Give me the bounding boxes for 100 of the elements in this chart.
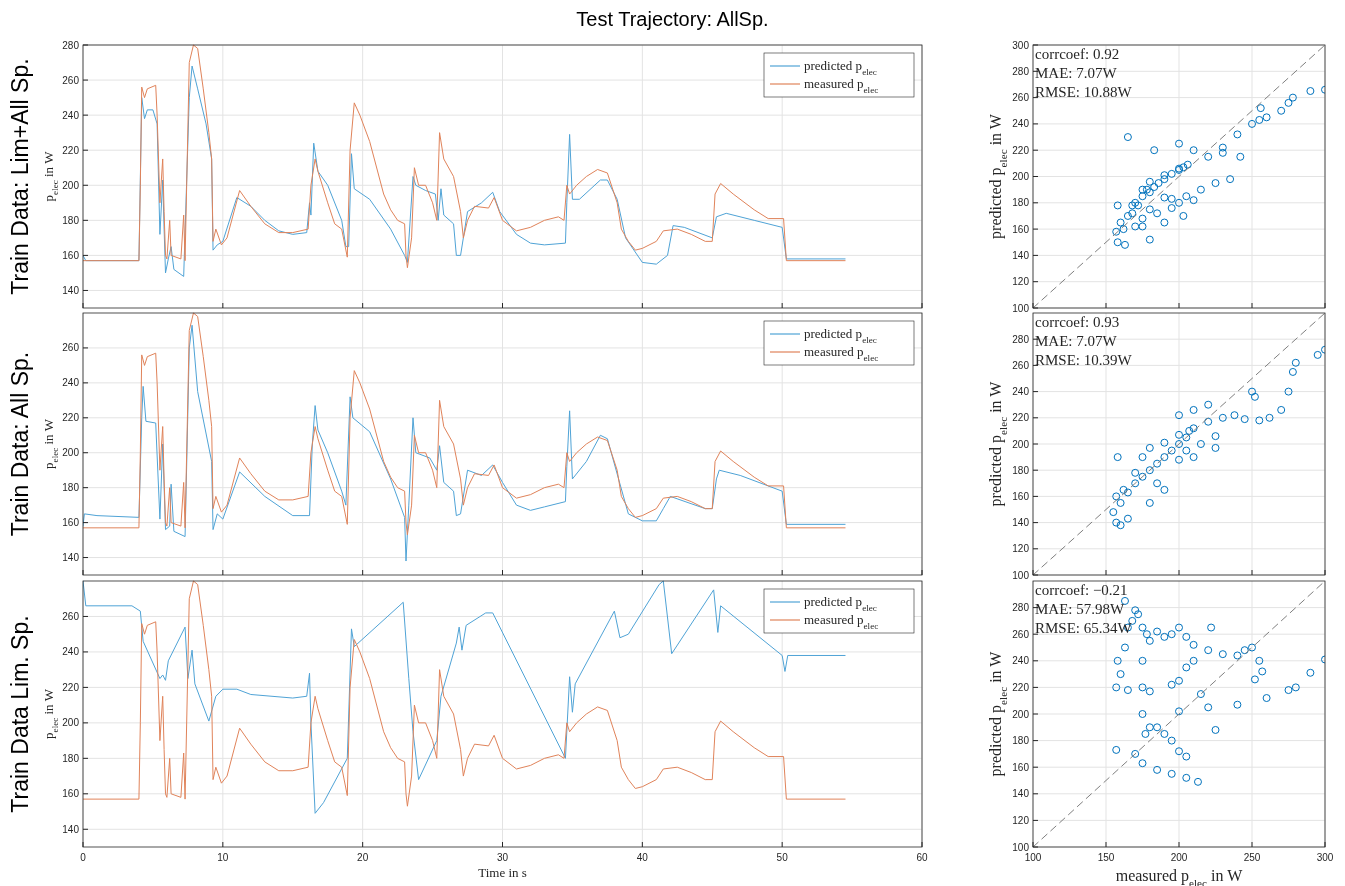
y-tick-label: 300 — [1012, 39, 1030, 51]
point — [1255, 115, 1264, 124]
point — [1182, 632, 1191, 641]
chart-title: Test Trajectory: AllSp. — [576, 8, 769, 30]
point — [1204, 400, 1213, 409]
y-tick-label: 140 — [62, 823, 80, 835]
y-tick-label: 240 — [62, 646, 80, 658]
y-tick-label: 180 — [1012, 197, 1030, 209]
x-tick-label: 0 — [80, 852, 87, 863]
point — [1123, 686, 1132, 695]
point — [1153, 627, 1162, 636]
y-tick-label: 220 — [1012, 144, 1030, 156]
point — [1185, 426, 1194, 435]
text: Train Data: Lim+All Sp. — [7, 58, 33, 295]
point — [1120, 596, 1129, 605]
y-tick-label: 160 — [62, 517, 80, 529]
y-tick-label: 140 — [62, 284, 80, 296]
y-tick-label: 100 — [1012, 302, 1030, 314]
point — [1145, 235, 1154, 244]
y-tick-label: 180 — [62, 214, 80, 226]
y-tick-label: 180 — [1012, 464, 1030, 476]
y-tick-label: 200 — [1012, 171, 1030, 182]
point — [1193, 777, 1202, 786]
y-tick-label: 100 — [1012, 841, 1030, 853]
point — [1138, 185, 1147, 194]
point — [1138, 472, 1147, 481]
point — [1211, 432, 1220, 441]
point — [1233, 700, 1242, 709]
point — [1240, 415, 1249, 424]
annotation: RMSE: 10.39W — [1035, 352, 1133, 368]
y-tick-label: 120 — [1012, 543, 1030, 555]
point — [1211, 179, 1220, 188]
point — [1240, 646, 1249, 655]
point — [1160, 485, 1169, 494]
point — [1179, 163, 1188, 172]
y-tick-label: 160 — [1012, 490, 1030, 502]
point — [1112, 745, 1121, 754]
point — [1150, 146, 1159, 155]
point — [1145, 687, 1154, 696]
point — [1288, 367, 1297, 376]
y-tick-label: 260 — [1012, 628, 1030, 640]
point — [1255, 656, 1264, 665]
point — [1142, 185, 1151, 194]
annotation: MAE: 57.98W — [1035, 601, 1125, 617]
point — [1189, 453, 1198, 462]
point — [1250, 392, 1259, 401]
point — [1116, 218, 1125, 227]
y-tick-label: 240 — [62, 109, 80, 121]
y-tick-label: 240 — [1012, 118, 1030, 130]
point — [1167, 630, 1176, 639]
annotation: RMSE: 10.88W — [1035, 84, 1133, 100]
point — [1160, 171, 1169, 180]
point — [1141, 729, 1150, 738]
y-tick-label: 240 — [62, 377, 80, 389]
y-tick-label: 180 — [62, 482, 80, 494]
point — [1138, 453, 1147, 462]
text: Train Data: All Sp. — [7, 351, 33, 537]
point — [1262, 113, 1271, 122]
point — [1233, 651, 1242, 660]
point — [1175, 440, 1183, 448]
point — [1189, 146, 1198, 155]
y-tick-label: 280 — [62, 39, 80, 51]
y-tick-label: 180 — [62, 752, 80, 764]
point — [1175, 707, 1183, 716]
point — [1204, 152, 1213, 161]
x-tick-label: 10 — [217, 852, 229, 863]
point — [1182, 433, 1191, 442]
point — [1167, 680, 1176, 689]
point — [1153, 723, 1162, 732]
point — [1306, 87, 1315, 96]
y-tick-label: 240 — [1012, 655, 1030, 667]
point — [1291, 358, 1300, 367]
point — [1116, 498, 1125, 507]
x-axis-title: Time in s — [478, 865, 527, 880]
point — [1112, 227, 1121, 236]
point — [1182, 663, 1191, 672]
point — [1128, 201, 1137, 210]
point — [1131, 749, 1140, 758]
point — [1145, 723, 1154, 732]
point — [1138, 623, 1147, 632]
point — [1313, 350, 1322, 359]
text: Train Data Lim. Sp. — [7, 615, 33, 813]
y-tick-label: 260 — [1012, 92, 1030, 104]
point — [1175, 455, 1183, 464]
point — [1142, 630, 1151, 639]
y-tick-label: 220 — [62, 412, 80, 424]
point — [1306, 668, 1315, 677]
point — [1230, 411, 1239, 420]
point — [1218, 148, 1227, 157]
point — [1145, 498, 1154, 507]
y-tick-label: 220 — [1012, 681, 1030, 693]
point — [1131, 479, 1140, 488]
annotation: RMSE: 65.34W — [1035, 620, 1133, 636]
point — [1138, 683, 1147, 692]
point — [1113, 453, 1122, 462]
point — [1211, 443, 1220, 452]
annotation: corrcoef: 0.93 — [1035, 314, 1120, 330]
point — [1196, 690, 1205, 699]
point — [1175, 747, 1183, 756]
point — [1258, 667, 1267, 676]
